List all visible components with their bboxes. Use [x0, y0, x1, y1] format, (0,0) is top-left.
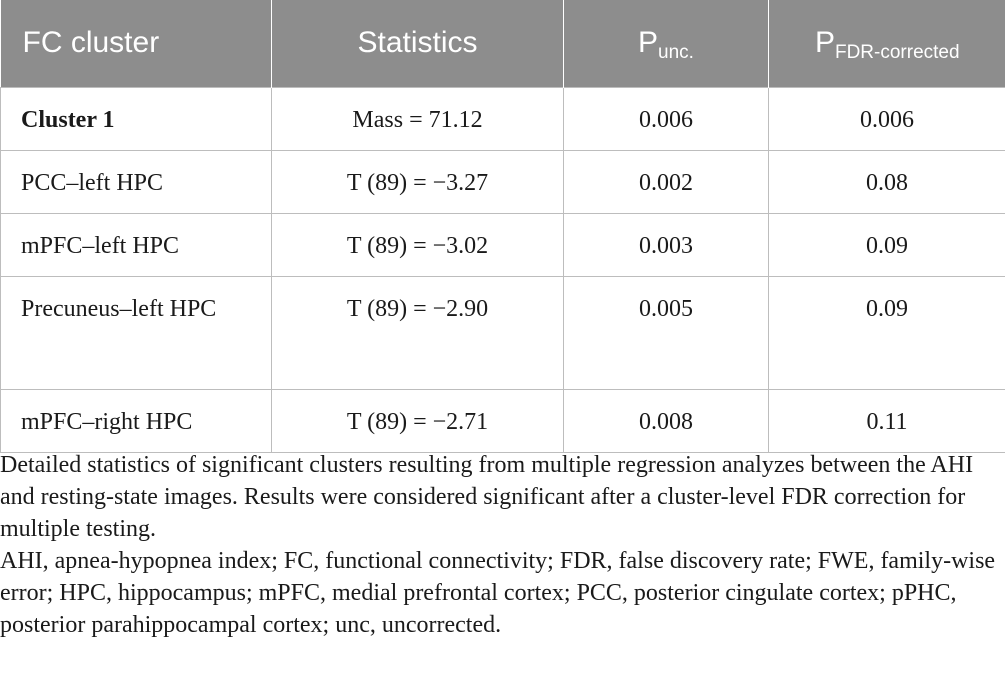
table-row: PCC–left HPC T (89) = −3.27 0.002 0.08	[0, 149, 1005, 214]
header-p-fdr-main: P	[814, 26, 835, 60]
header-p-fdr-sub: FDR-corrected	[834, 42, 960, 64]
header-p-unc-main: P	[638, 26, 659, 60]
cell-statistics: T (89) = −3.27	[271, 149, 564, 214]
cell-p-unc: 0.002	[563, 149, 769, 214]
cell-statistics: T (89) = −2.71	[271, 388, 564, 453]
cell-p-unc: 0.006	[563, 86, 769, 151]
header-p-unc-sub: unc.	[658, 42, 694, 64]
table-footnote: Detailed statistics of significant clust…	[0, 449, 1000, 641]
table-header: FC cluster Statistics Punc. PFDR-correct…	[0, 0, 1005, 87]
cell-p-fdr: 0.11	[768, 388, 1005, 453]
footnote-abbreviations: AHI, apnea-hypopnea index; FC, functiona…	[0, 548, 996, 638]
header-row: FC cluster Statistics Punc. PFDR-correct…	[0, 0, 1005, 87]
table-row: mPFC–left HPC T (89) = −3.02 0.003 0.09	[0, 212, 1005, 277]
header-p-unc: Punc.	[563, 0, 769, 87]
footnote-description: Detailed statistics of significant clust…	[0, 452, 974, 542]
table-row: Precuneus–left HPC T (89) = −2.90 0.005 …	[0, 275, 1005, 390]
cell-cluster: Cluster 1	[0, 86, 272, 151]
cell-cluster: mPFC–left HPC	[0, 212, 272, 277]
cell-cluster: mPFC–right HPC	[0, 388, 272, 453]
cell-cluster: Precuneus–left HPC	[0, 275, 272, 390]
cell-statistics: T (89) = −2.90	[271, 275, 564, 390]
cell-statistics: T (89) = −3.02	[271, 212, 564, 277]
header-fc-cluster: FC cluster	[0, 0, 272, 87]
table-row: mPFC–right HPC T (89) = −2.71 0.008 0.11	[0, 388, 1005, 453]
results-table: FC cluster Statistics Punc. PFDR-correct…	[0, 0, 1005, 453]
cell-p-fdr: 0.09	[768, 275, 1005, 390]
cell-p-unc: 0.003	[563, 212, 769, 277]
table-body: Cluster 1 Mass = 71.12 0.006 0.006 PCC–l…	[0, 86, 1005, 453]
cell-p-fdr: 0.006	[768, 86, 1005, 151]
cell-p-fdr: 0.08	[768, 149, 1005, 214]
header-p-fdr: PFDR-corrected	[768, 0, 1005, 87]
cell-p-unc: 0.005	[563, 275, 769, 390]
cell-cluster: PCC–left HPC	[0, 149, 272, 214]
cell-p-unc: 0.008	[563, 388, 769, 453]
cell-p-fdr: 0.09	[768, 212, 1005, 277]
table-row: Cluster 1 Mass = 71.12 0.006 0.006	[0, 86, 1005, 151]
header-statistics: Statistics	[271, 0, 564, 87]
cell-statistics: Mass = 71.12	[271, 86, 564, 151]
